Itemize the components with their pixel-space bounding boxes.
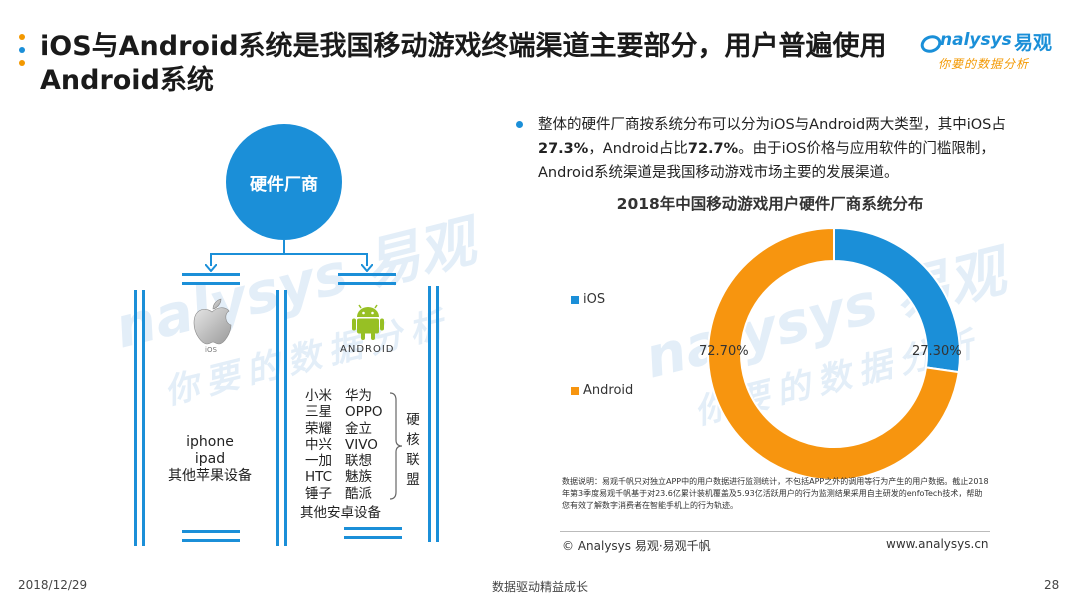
android-other-devices: 其他安卓设备 [300, 505, 381, 521]
list-item: 酷派 [345, 485, 372, 502]
summary-paragraph: 整体的硬件厂商按系统分布可以分为iOS与Android两大类型，其中iOS占27… [538, 117, 1006, 181]
source-right: www.analysys.cn [886, 537, 989, 551]
ios-left-bar [134, 290, 137, 546]
apple-device-other: 其他苹果设备 [168, 468, 252, 484]
donut-chart [707, 226, 961, 481]
connector-line [210, 253, 367, 255]
android-brands-right: 华为 OPPO 金立 VIVO 联想 魅族 酷派 [345, 388, 391, 502]
arrow-down-icon [361, 264, 373, 272]
footer-slogan: 数据驱动精益成长 [491, 580, 588, 594]
android-icon-caption: ANDROID [340, 344, 395, 355]
logo-a-icon [920, 35, 942, 53]
divider [560, 531, 990, 532]
title-dot-blue [19, 47, 25, 53]
list-item: VIVO [345, 436, 378, 453]
list-item: 中兴 [305, 436, 332, 453]
android-top-bar [338, 282, 396, 285]
logo-tagline: 你要的数据分析 [938, 57, 1030, 71]
core-alliance-label: 硬 核 联 盟 [406, 412, 420, 488]
list-item: 联想 [345, 453, 372, 470]
android-right-bar [428, 286, 431, 542]
page-number: 28 [1044, 578, 1060, 592]
donut-slice-android [707, 226, 960, 481]
list-item: 三星 [305, 404, 332, 421]
connector-line [366, 253, 368, 266]
ios-icon-caption: iOS [205, 346, 217, 354]
source-left: © Analysys 易观·易观千帆 [562, 539, 711, 553]
apple-logo-icon [193, 298, 232, 345]
chart-title: 2018年中国移动游戏用户硬件厂商系统分布 [616, 195, 924, 213]
list-item: 小米 [305, 388, 332, 404]
list-item: 锤子 [305, 485, 332, 502]
logo-cn: 易观 [1014, 32, 1053, 54]
connector-line [283, 240, 285, 254]
android-bottom-bar [344, 536, 402, 539]
legend-item-android: Android [571, 383, 633, 398]
legend-swatch [571, 386, 579, 395]
chart-label-ios: 27.30% [912, 344, 962, 359]
connector-line [210, 253, 212, 266]
arrow-down-icon [205, 264, 217, 272]
bullet-dot [516, 121, 523, 128]
list-item: 一加 [305, 453, 332, 470]
android-brands-left: 小米 三星 荣耀 中兴 一加 HTC 锤子 [305, 388, 345, 502]
ios-top-bar [182, 273, 240, 276]
android-right-bar [436, 286, 439, 542]
title-dot-orange [19, 60, 25, 66]
footer-date: 2018/12/29 [18, 578, 88, 592]
android-top-bar [338, 273, 396, 276]
android-share: 72.7% [687, 141, 739, 157]
legend-swatch [571, 295, 579, 304]
data-note: 数据说明：易观千帆只对独立APP中的用户数据进行监测统计，不包括APP之外的调用… [562, 477, 989, 510]
brace-icon [389, 392, 403, 500]
title-dot-orange [19, 34, 25, 40]
apple-device-ipad: ipad [194, 451, 226, 467]
logo-brand: nalysys [940, 30, 1012, 50]
hardware-vendor-node: 硬件厂商 [226, 124, 342, 240]
legend-item-ios: iOS [571, 292, 605, 307]
page-title: iOS与Android系统是我国移动游戏终端渠道主要部分，用户普遍使用Andro… [40, 31, 887, 96]
ios-share: 27.3% [538, 141, 589, 157]
ios-right-bar [284, 290, 287, 546]
list-item: 金立 [345, 420, 372, 437]
list-item: 魅族 [345, 469, 372, 486]
ios-left-bar [142, 290, 145, 546]
ios-top-bar [182, 282, 240, 285]
logo: nalysys 易观 你要的数据分析 [920, 28, 1060, 76]
chart-label-android: 72.70% [699, 344, 749, 359]
android-bottom-bar [344, 527, 402, 530]
list-item: HTC [305, 469, 333, 486]
ios-bottom-bar [182, 539, 240, 542]
list-item: 荣耀 [305, 420, 332, 437]
list-item: OPPO [345, 404, 383, 421]
ios-bottom-bar [182, 530, 240, 533]
ios-right-bar [276, 290, 279, 546]
apple-device-iphone: iphone [186, 434, 234, 450]
android-robot-icon [352, 304, 384, 340]
list-item: 华为 [345, 388, 372, 404]
